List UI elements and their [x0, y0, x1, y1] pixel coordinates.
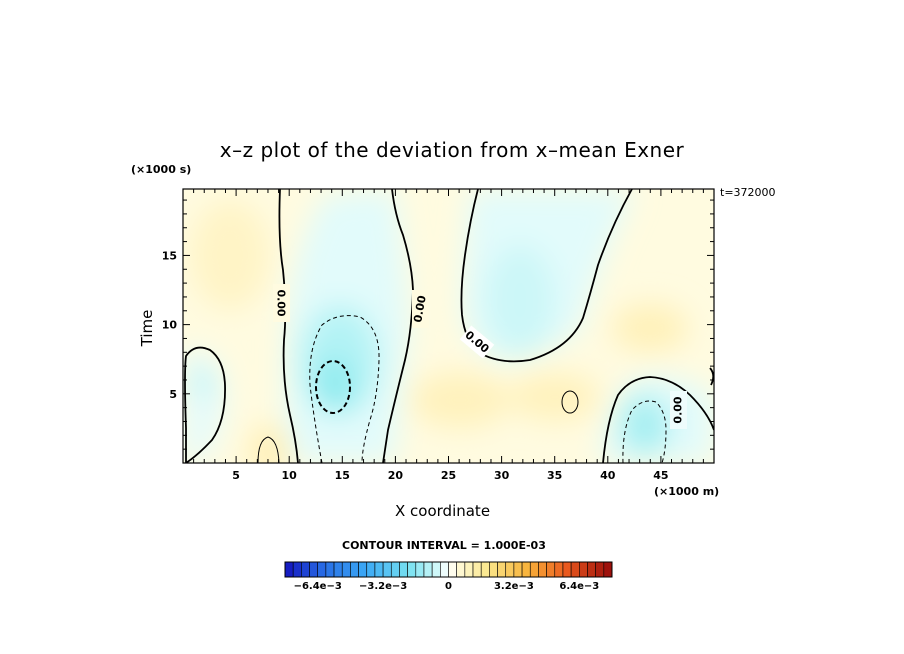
x-unit-label: (×1000 m)	[654, 485, 720, 498]
x-tick-label: 45	[653, 469, 668, 482]
contour-label: 0.00	[275, 289, 288, 316]
colorbar-cell	[578, 561, 588, 578]
colorbar-cell	[374, 561, 384, 578]
colorbar-cell	[358, 561, 368, 578]
colorbar-cell	[603, 561, 613, 578]
colorbar-cell	[554, 561, 564, 578]
colorbar-cell	[309, 561, 318, 578]
axis-ticks	[183, 189, 714, 463]
negative-contours	[309, 315, 667, 463]
colorbar-cell	[489, 561, 498, 578]
colorbar-cell	[333, 561, 343, 578]
colorbar-cell	[440, 561, 449, 578]
y-tick-label: 10	[162, 319, 178, 332]
colorbar-cell	[407, 561, 417, 578]
colorbar-cell	[423, 561, 433, 578]
colorbar-cell	[472, 561, 482, 578]
colorbar-cell	[529, 561, 539, 578]
x-tick-label: 35	[547, 469, 562, 482]
y-tick-label: 5	[169, 388, 177, 401]
y-axis-label: Time	[138, 309, 156, 347]
colorbar-cell	[480, 561, 490, 578]
plot-area: 0.00 0.00 0.00 0.00	[183, 189, 714, 463]
minimum-contour	[315, 360, 351, 414]
x-tick-label: 10	[282, 469, 298, 482]
x-tick-label: 20	[388, 469, 404, 482]
contour-label: 0.00	[411, 294, 429, 323]
colorbar-cell	[562, 561, 572, 578]
colorbar-tick-label: −3.2e−3	[359, 581, 407, 592]
chart-title: x–z plot of the deviation from x–mean Ex…	[219, 138, 685, 162]
colorbar-cell	[382, 561, 392, 578]
colorbar-cell	[464, 561, 474, 578]
x-tick-label: 30	[494, 469, 510, 482]
colorbar-cell	[292, 561, 302, 578]
colorbar-cell	[350, 561, 359, 578]
positive-contours	[257, 390, 579, 463]
colorbar-cell	[317, 561, 327, 578]
colorbar-cell	[341, 561, 351, 578]
y-tick-label: 15	[162, 249, 177, 262]
colorbar-cell	[284, 561, 294, 578]
tick-labels: 5 10 15 20 25 30 35 40 45 5 10 15	[162, 249, 669, 482]
y-unit-label: (×1000 s)	[131, 163, 192, 176]
colorbar-cell	[538, 561, 547, 578]
colorbar-cell	[513, 561, 523, 578]
colorbar-cell	[325, 561, 335, 578]
colorbar-frame	[284, 561, 613, 578]
contour-interval-label: CONTOUR INTERVAL = 1.000E-03	[342, 539, 546, 552]
colorbar-labels: −6.4e−3 −3.2e−3 0 3.2e−3 6.4e−3	[294, 581, 600, 592]
colorbar	[284, 561, 613, 578]
x-axis-label: X coordinate	[395, 502, 491, 520]
colorbar-cell	[390, 561, 400, 578]
colorbar-tick-label: 0	[445, 581, 452, 592]
x-tick-label: 5	[232, 469, 240, 482]
colorbar-cell	[431, 561, 441, 578]
x-tick-label: 25	[441, 469, 456, 482]
colorbar-cell	[497, 561, 507, 578]
shaded-field	[183, 189, 714, 463]
x-tick-label: 15	[335, 469, 350, 482]
colorbar-cell	[505, 561, 515, 578]
colorbar-cell	[595, 561, 605, 578]
colorbar-cell	[546, 561, 556, 578]
colorbar-cell	[587, 561, 596, 578]
colorbar-cell	[570, 561, 580, 578]
colorbar-cell	[521, 561, 531, 578]
colorbar-cell	[301, 561, 310, 578]
colorbar-tick-label: −6.4e−3	[294, 581, 342, 592]
colorbar-cell	[366, 561, 376, 578]
colorbar-tick-label: 6.4e−3	[559, 581, 599, 592]
timestamp-label: t=372000	[720, 186, 776, 199]
colorbar-cell	[415, 561, 425, 578]
colorbar-cell	[456, 561, 466, 578]
contour-label: 0.00	[672, 396, 685, 423]
colorbar-cell	[399, 561, 408, 578]
colorbar-tick-label: 3.2e−3	[494, 581, 534, 592]
colorbar-cell	[448, 561, 457, 578]
x-tick-label: 40	[600, 469, 616, 482]
